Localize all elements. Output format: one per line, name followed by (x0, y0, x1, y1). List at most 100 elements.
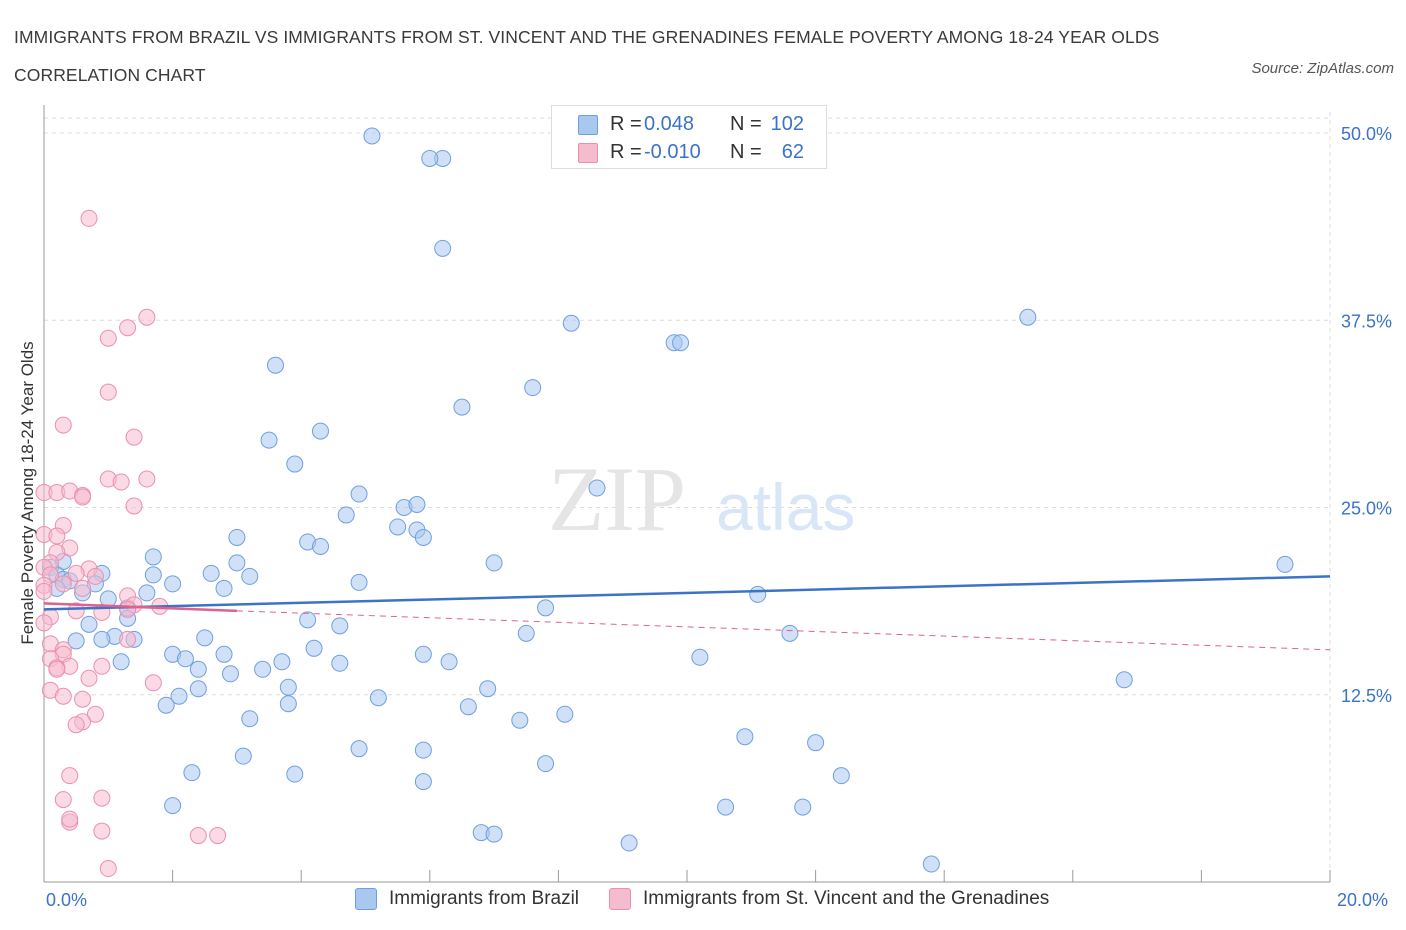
point-brazil (144, 566, 162, 584)
n-label: N = (730, 140, 768, 163)
point-stvincent (138, 470, 156, 488)
point-stvincent (35, 614, 53, 632)
point-brazil (241, 710, 259, 728)
point-brazil (1115, 671, 1133, 689)
point-stvincent (54, 575, 72, 593)
point-brazil (832, 767, 850, 785)
point-brazil (414, 528, 432, 546)
point-brazil (588, 479, 606, 497)
y-tick-label: 25.0% (1341, 499, 1392, 519)
point-brazil (176, 650, 194, 668)
point-brazil (202, 564, 220, 582)
chart-title: IMMIGRANTS FROM BRAZIL VS IMMIGRANTS FRO… (14, 27, 1160, 85)
point-brazil (157, 696, 175, 714)
source-label: Source: ZipAtlas.com (1251, 60, 1394, 77)
point-brazil (112, 653, 130, 671)
point-stvincent (93, 822, 111, 840)
point-brazil (717, 798, 735, 816)
point-brazil (254, 660, 272, 678)
point-brazil (440, 653, 458, 671)
point-brazil (794, 798, 812, 816)
point-brazil (556, 705, 574, 723)
point-brazil (485, 825, 503, 843)
point-brazil (350, 740, 368, 758)
point-brazil (286, 455, 304, 473)
point-stvincent (74, 488, 92, 506)
point-brazil (164, 575, 182, 593)
point-brazil (511, 711, 529, 729)
point-brazil (196, 629, 214, 647)
point-brazil (369, 689, 387, 707)
point-stvincent (125, 497, 143, 515)
legend-swatch-stvincent (609, 888, 632, 910)
point-brazil (922, 855, 940, 873)
point-brazil (189, 680, 207, 698)
point-brazil (67, 632, 85, 650)
point-stvincent (112, 473, 130, 491)
point-stvincent (93, 657, 111, 675)
point-stvincent (48, 527, 66, 545)
point-brazil (228, 554, 246, 572)
point-stvincent (86, 705, 104, 723)
y-tick-labels: 12.5% 25.0% 37.5% 50.0% (1341, 124, 1392, 706)
trend-line-brazil (43, 575, 1331, 611)
point-stvincent (67, 716, 85, 734)
legend-item-brazil[interactable]: Immigrants from Brazil (355, 888, 579, 910)
r-label: R = (610, 112, 648, 135)
point-stvincent (144, 674, 162, 692)
n-label: N = (730, 112, 768, 135)
point-stvincent (54, 791, 72, 809)
point-brazil (414, 741, 432, 759)
data-points (35, 127, 1294, 878)
legend-label-stvincent: Immigrants from St. Vincent and the Gren… (643, 888, 1050, 909)
legend-label-brazil: Immigrants from Brazil (389, 888, 580, 909)
point-brazil (273, 653, 291, 671)
point-brazil (363, 127, 381, 145)
point-brazil (620, 834, 638, 852)
point-brazil (215, 579, 233, 597)
point-stvincent (35, 582, 53, 600)
point-brazil (389, 518, 407, 536)
point-brazil (215, 645, 233, 663)
trend-line-stvincent (43, 602, 237, 613)
point-brazil (279, 695, 297, 713)
point-brazil (93, 630, 111, 648)
point-brazil (299, 611, 317, 629)
point-stvincent (67, 602, 85, 620)
stats-legend: R = 0.048 N = 102 R = -0.010 N = 62 (551, 105, 827, 169)
point-stvincent (138, 308, 156, 326)
point-stvincent (61, 767, 79, 785)
point-brazil (408, 496, 426, 514)
n-value: 62 (781, 140, 804, 163)
point-stvincent (54, 416, 72, 434)
watermark-zip: ZIP (548, 448, 686, 550)
point-brazil (331, 617, 349, 635)
watermark-atlas: atlas (716, 470, 855, 544)
point-brazil (479, 680, 497, 698)
legend-swatch-stvincent (578, 143, 598, 163)
point-brazil (807, 734, 825, 752)
series-legend: Immigrants from Brazil Immigrants from S… (355, 888, 1079, 910)
y-tick-label: 37.5% (1341, 311, 1392, 331)
point-brazil (337, 506, 355, 524)
point-brazil (672, 334, 690, 352)
point-stvincent (119, 630, 137, 648)
point-brazil (138, 584, 156, 602)
axes (43, 105, 1331, 883)
point-stvincent (99, 329, 117, 347)
point-stvincent (99, 860, 117, 878)
point-brazil (228, 528, 246, 546)
point-brazil (311, 537, 329, 555)
point-stvincent (93, 789, 111, 807)
point-brazil (434, 239, 452, 257)
point-brazil (311, 422, 329, 440)
point-stvincent (54, 687, 72, 705)
point-brazil (453, 398, 471, 416)
point-brazil (164, 797, 182, 815)
trend-lines (43, 575, 1331, 651)
r-value: 0.048 (644, 112, 695, 135)
legend-item-stvincent[interactable]: Immigrants from St. Vincent and the Gren… (609, 888, 1049, 910)
point-stvincent (74, 579, 92, 597)
point-brazil (421, 149, 439, 167)
watermark: ZIP atlas (548, 448, 855, 550)
